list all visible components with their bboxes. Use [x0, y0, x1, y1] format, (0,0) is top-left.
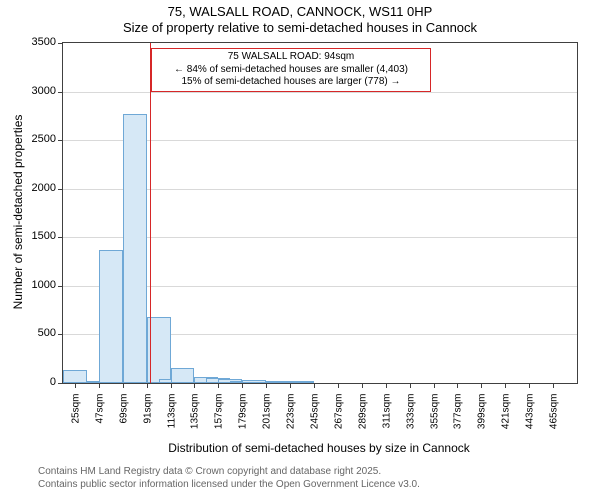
attribution-line-1: Contains HM Land Registry data © Crown c… [38, 466, 381, 478]
gridline [63, 92, 577, 93]
x-tick-label: 69sqm [118, 394, 129, 444]
annotation-line-1: 75 WALSALL ROAD: 94sqm [158, 51, 424, 64]
x-tick-label: 113sqm [166, 394, 177, 444]
x-tick-label: 245sqm [310, 394, 321, 444]
annotation-box: 75 WALSALL ROAD: 94sqm← 84% of semi-deta… [151, 48, 431, 92]
x-tick-label: 399sqm [477, 394, 488, 444]
y-tick-label: 0 [0, 376, 56, 388]
x-tick-label: 311sqm [381, 394, 392, 444]
x-tick-label: 157sqm [214, 394, 225, 444]
histogram-bar [123, 114, 147, 383]
y-tick-label: 1500 [0, 230, 56, 242]
histogram-bar [171, 368, 195, 383]
y-tick-mark [58, 92, 63, 93]
y-tick-mark [58, 286, 63, 287]
x-axis-label: Distribution of semi-detached houses by … [62, 441, 576, 455]
x-tick-label: 289sqm [357, 394, 368, 444]
x-tick-label: 333sqm [405, 394, 416, 444]
y-tick-mark [58, 140, 63, 141]
x-tick-label: 201sqm [262, 394, 273, 444]
chart-title-main: 75, WALSALL ROAD, CANNOCK, WS11 0HP [0, 4, 600, 19]
y-tick-label: 1000 [0, 279, 56, 291]
x-tick-label: 377sqm [453, 394, 464, 444]
x-tick-label: 135sqm [190, 394, 201, 444]
y-tick-label: 2500 [0, 133, 56, 145]
x-tick-label: 179sqm [238, 394, 249, 444]
x-tick-label: 223sqm [286, 394, 297, 444]
chart-title-sub: Size of property relative to semi-detach… [0, 20, 600, 35]
x-tick-label: 465sqm [549, 394, 560, 444]
histogram-bar [99, 250, 123, 383]
x-tick-label: 421sqm [501, 394, 512, 444]
x-tick-label: 25sqm [70, 394, 81, 444]
y-tick-label: 2000 [0, 182, 56, 194]
y-tick-mark [58, 189, 63, 190]
x-tick-label: 47sqm [94, 394, 105, 444]
y-tick-mark [58, 43, 63, 44]
y-tick-label: 3500 [0, 36, 56, 48]
annotation-line-3: 15% of semi-detached houses are larger (… [158, 76, 424, 89]
x-tick-label: 267sqm [333, 394, 344, 444]
x-tick-label: 91sqm [142, 394, 153, 444]
x-tick-labels: 25sqm47sqm69sqm91sqm113sqm135sqm157sqm17… [62, 382, 576, 437]
y-tick-label: 500 [0, 327, 56, 339]
chart-container: 75, WALSALL ROAD, CANNOCK, WS11 0HP Size… [0, 0, 600, 500]
y-tick-mark [58, 237, 63, 238]
x-tick-label: 443sqm [525, 394, 536, 444]
reference-line [150, 43, 151, 383]
y-tick-labels: 0500100015002000250030003500 [0, 42, 56, 382]
plot-area: 75 WALSALL ROAD: 94sqm← 84% of semi-deta… [62, 42, 578, 384]
y-tick-label: 3000 [0, 85, 56, 97]
annotation-line-2: ← 84% of semi-detached houses are smalle… [158, 64, 424, 77]
x-tick-label: 355sqm [429, 394, 440, 444]
attribution-line-2: Contains public sector information licen… [38, 479, 420, 491]
y-tick-mark [58, 334, 63, 335]
